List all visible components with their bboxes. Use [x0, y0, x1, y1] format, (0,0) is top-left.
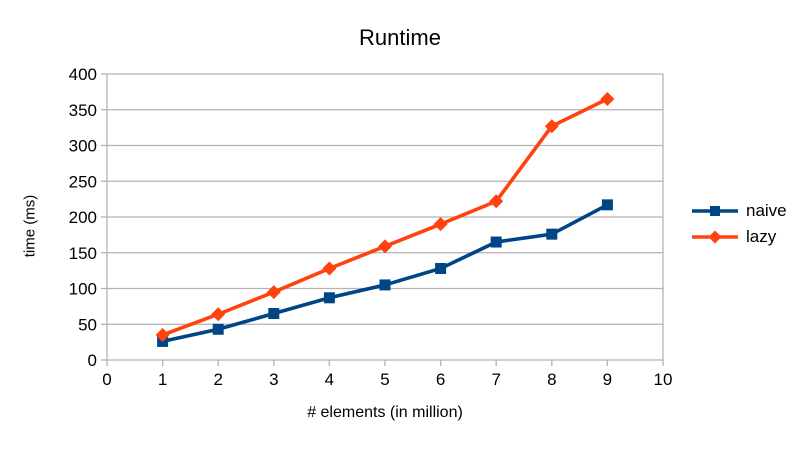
y-tick-label: 400	[69, 65, 97, 84]
y-tick-label: 200	[69, 208, 97, 227]
x-tick-label: 2	[213, 370, 222, 389]
y-tick-label: 250	[69, 172, 97, 191]
x-tick-label: 10	[654, 370, 673, 389]
chart-title: Runtime	[359, 25, 441, 50]
data-point-naive	[546, 228, 558, 240]
data-point-lazy	[211, 307, 226, 322]
legend-marker-naive	[710, 206, 720, 216]
data-point-naive	[268, 308, 280, 320]
y-tick-label: 100	[69, 280, 97, 299]
y-tick-label: 350	[69, 101, 97, 120]
legend-item-naive: naive	[692, 201, 787, 221]
series-line-naive	[162, 203, 609, 344]
data-point-lazy	[155, 327, 170, 342]
x-tick-label: 6	[436, 370, 445, 389]
x-tick-label: 3	[269, 370, 278, 389]
legend-item-lazy: lazy	[692, 227, 787, 247]
x-tick-label: 7	[491, 370, 500, 389]
data-point-naive	[212, 323, 224, 335]
series-lazy	[155, 92, 615, 342]
lazy-series-swatch-icon	[692, 230, 738, 244]
data-point-lazy	[544, 119, 559, 134]
y-tick-label: 50	[78, 315, 97, 334]
data-point-lazy	[489, 194, 504, 209]
x-tick-label: 9	[603, 370, 612, 389]
legend-label-lazy: lazy	[746, 227, 777, 246]
y-tick-label: 300	[69, 137, 97, 156]
y-tick-label: 150	[69, 244, 97, 263]
data-point-lazy	[433, 217, 448, 232]
y-tick-label: 0	[88, 351, 97, 370]
legend: naive lazy	[692, 201, 787, 247]
naive-series-swatch-icon	[692, 206, 738, 216]
data-point-lazy	[266, 285, 281, 300]
x-tick-label: 8	[547, 370, 556, 389]
data-point-naive	[601, 199, 613, 211]
x-tick-label: 4	[325, 370, 334, 389]
y-axis-title: time (ms)	[21, 194, 39, 258]
data-point-lazy	[600, 92, 615, 107]
x-tick-label: 1	[158, 370, 167, 389]
data-point-naive	[490, 236, 502, 248]
data-point-naive	[379, 279, 391, 291]
x-axis-title: # elements (in million)	[307, 404, 463, 421]
data-point-lazy	[322, 261, 337, 276]
data-point-naive	[435, 262, 447, 274]
x-tick-label: 5	[380, 370, 389, 389]
data-point-lazy	[378, 239, 392, 254]
legend-label-naive: naive	[746, 201, 787, 220]
legend-marker-lazy	[708, 230, 722, 244]
x-tick-label: 0	[102, 370, 111, 389]
data-point-naive	[323, 292, 335, 304]
